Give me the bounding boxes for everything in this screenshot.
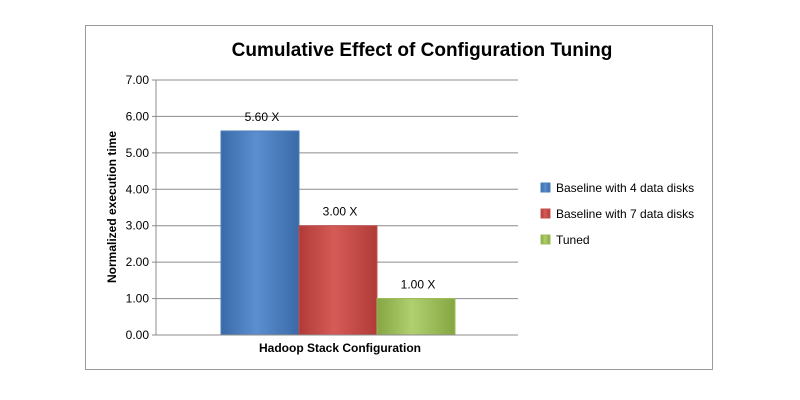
legend-swatch-1 <box>540 182 551 193</box>
data-label-3: 1.00 X <box>401 278 436 292</box>
data-label-1: 5.60 X <box>245 110 280 124</box>
bar-2 <box>298 225 378 336</box>
legend-label-3: Tuned <box>556 233 590 247</box>
y-tick-label: 1.00 <box>126 292 150 306</box>
x-axis-title: Hadoop Stack Configuration <box>259 341 421 355</box>
y-tick-label: 2.00 <box>126 255 150 269</box>
y-axis-title: Normalized execution time <box>105 131 119 283</box>
data-labels: 5.60 X 3.00 X 1.00 X <box>245 110 436 292</box>
bar-1 <box>220 130 300 336</box>
y-tick-labels: 0.00 1.00 2.00 3.00 4.00 5.00 6.00 7.00 <box>126 73 156 342</box>
legend-swatch-3 <box>540 234 551 245</box>
y-tick-label: 4.00 <box>126 182 150 196</box>
y-tick-label: 5.00 <box>126 146 150 160</box>
legend: Baseline with 4 data disks Baseline with … <box>540 181 694 247</box>
chart-title: Cumulative Effect of Configuration Tunin… <box>232 40 613 61</box>
y-tick-label: 6.00 <box>126 109 150 123</box>
bars <box>220 130 456 336</box>
legend-swatch-2 <box>540 208 551 219</box>
data-label-2: 3.00 X <box>323 205 358 219</box>
y-tick-label: 3.00 <box>126 219 150 233</box>
y-tick-label: 0.00 <box>126 328 150 342</box>
legend-label-2: Baseline with 7 data disks <box>556 207 694 221</box>
gridlines <box>156 79 518 300</box>
y-tick-label: 7.00 <box>126 73 150 87</box>
legend-label-1: Baseline with 4 data disks <box>556 181 694 195</box>
bar-3 <box>376 298 456 336</box>
